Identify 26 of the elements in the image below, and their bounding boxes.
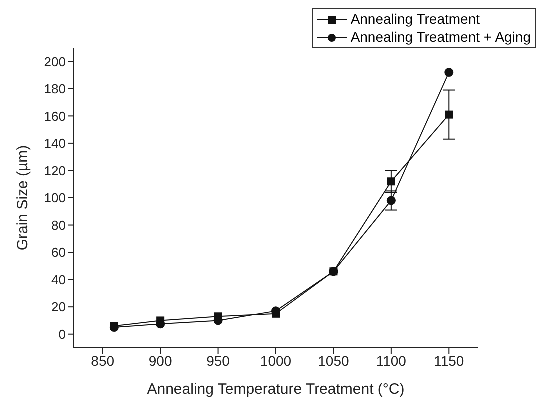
x-tick-label: 1150: [434, 352, 464, 369]
y-tick-label: 140: [44, 136, 66, 152]
x-tick-label: 1000: [260, 352, 292, 369]
y-tick-label: 0: [58, 326, 66, 342]
x-tick-label: 1100: [376, 352, 407, 369]
y-tick-label: 60: [52, 245, 66, 260]
y-tick-label: 80: [52, 218, 66, 233]
x-tick-label: 1050: [318, 352, 350, 369]
legend-label: Annealing Treatment + Aging: [350, 29, 531, 45]
y-tick-label: 200: [44, 54, 66, 70]
point: [386, 196, 396, 206]
x-tick-label: 950: [206, 352, 230, 369]
y-tick-label: 40: [52, 272, 66, 288]
point: [445, 110, 454, 119]
point: [444, 68, 454, 78]
y-tick-label: 20: [52, 300, 66, 315]
x-tick-label: 900: [148, 352, 172, 369]
y-tick-label: 120: [44, 163, 66, 178]
x-tick-label: 850: [91, 352, 115, 369]
y-tick-label: 100: [44, 190, 66, 206]
x-axis-title: Annealing Temperature Treatment (°C): [147, 381, 405, 398]
point: [387, 178, 396, 186]
y-tick-label: 180: [44, 82, 66, 97]
legend-label: Annealing Treatment: [350, 11, 480, 27]
y-tick-label: 160: [44, 108, 66, 124]
y-axis-title: Grain Size (µm): [14, 145, 32, 251]
